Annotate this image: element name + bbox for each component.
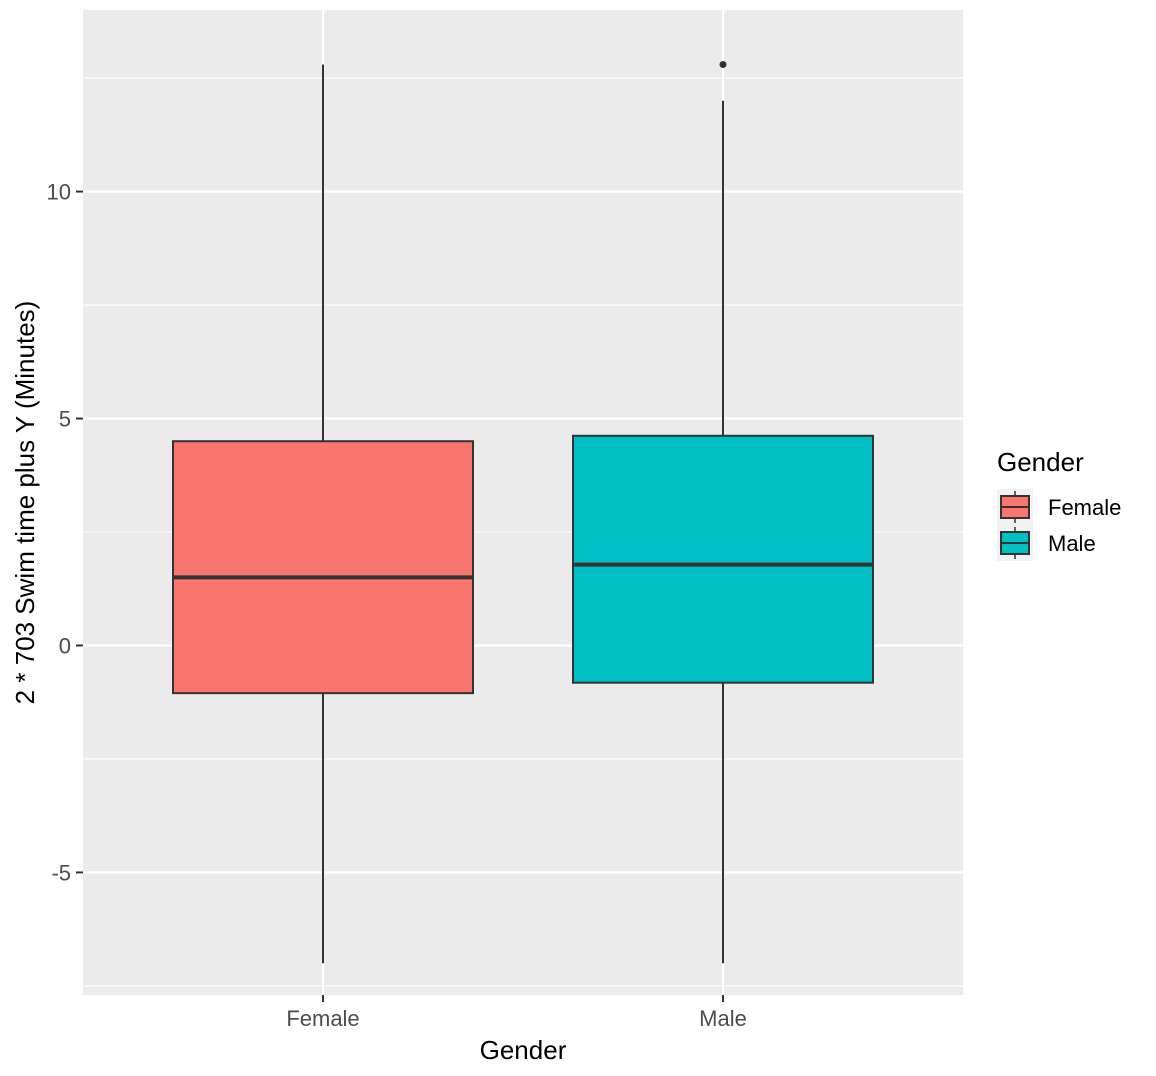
x-tick-label: Female bbox=[286, 1006, 359, 1031]
y-tick-label: -5 bbox=[51, 860, 71, 885]
outlier-point bbox=[719, 60, 727, 68]
legend-key-male bbox=[997, 525, 1033, 561]
x-axis: Female Male bbox=[286, 995, 747, 1031]
box-iqr bbox=[572, 434, 874, 684]
y-axis-title: 2 * 703 Swim time plus Y (Minutes) bbox=[10, 301, 40, 705]
box-male bbox=[572, 60, 874, 964]
box-female bbox=[172, 64, 474, 964]
x-axis-title: Gender bbox=[480, 1035, 567, 1065]
y-tick-label: 0 bbox=[59, 633, 71, 658]
x-tick-label: Male bbox=[699, 1006, 747, 1031]
legend-label-female: Female bbox=[1048, 495, 1121, 520]
legend-key-female bbox=[997, 489, 1033, 525]
legend-title: Gender bbox=[997, 447, 1084, 477]
y-axis: -5 0 5 10 bbox=[47, 180, 83, 885]
box-iqr bbox=[172, 440, 474, 695]
legend-label-male: Male bbox=[1048, 531, 1096, 556]
y-tick-label: 10 bbox=[47, 180, 71, 205]
boxes bbox=[172, 60, 874, 964]
legend: Gender Female Male bbox=[997, 447, 1121, 561]
y-tick-label: 5 bbox=[59, 407, 71, 432]
